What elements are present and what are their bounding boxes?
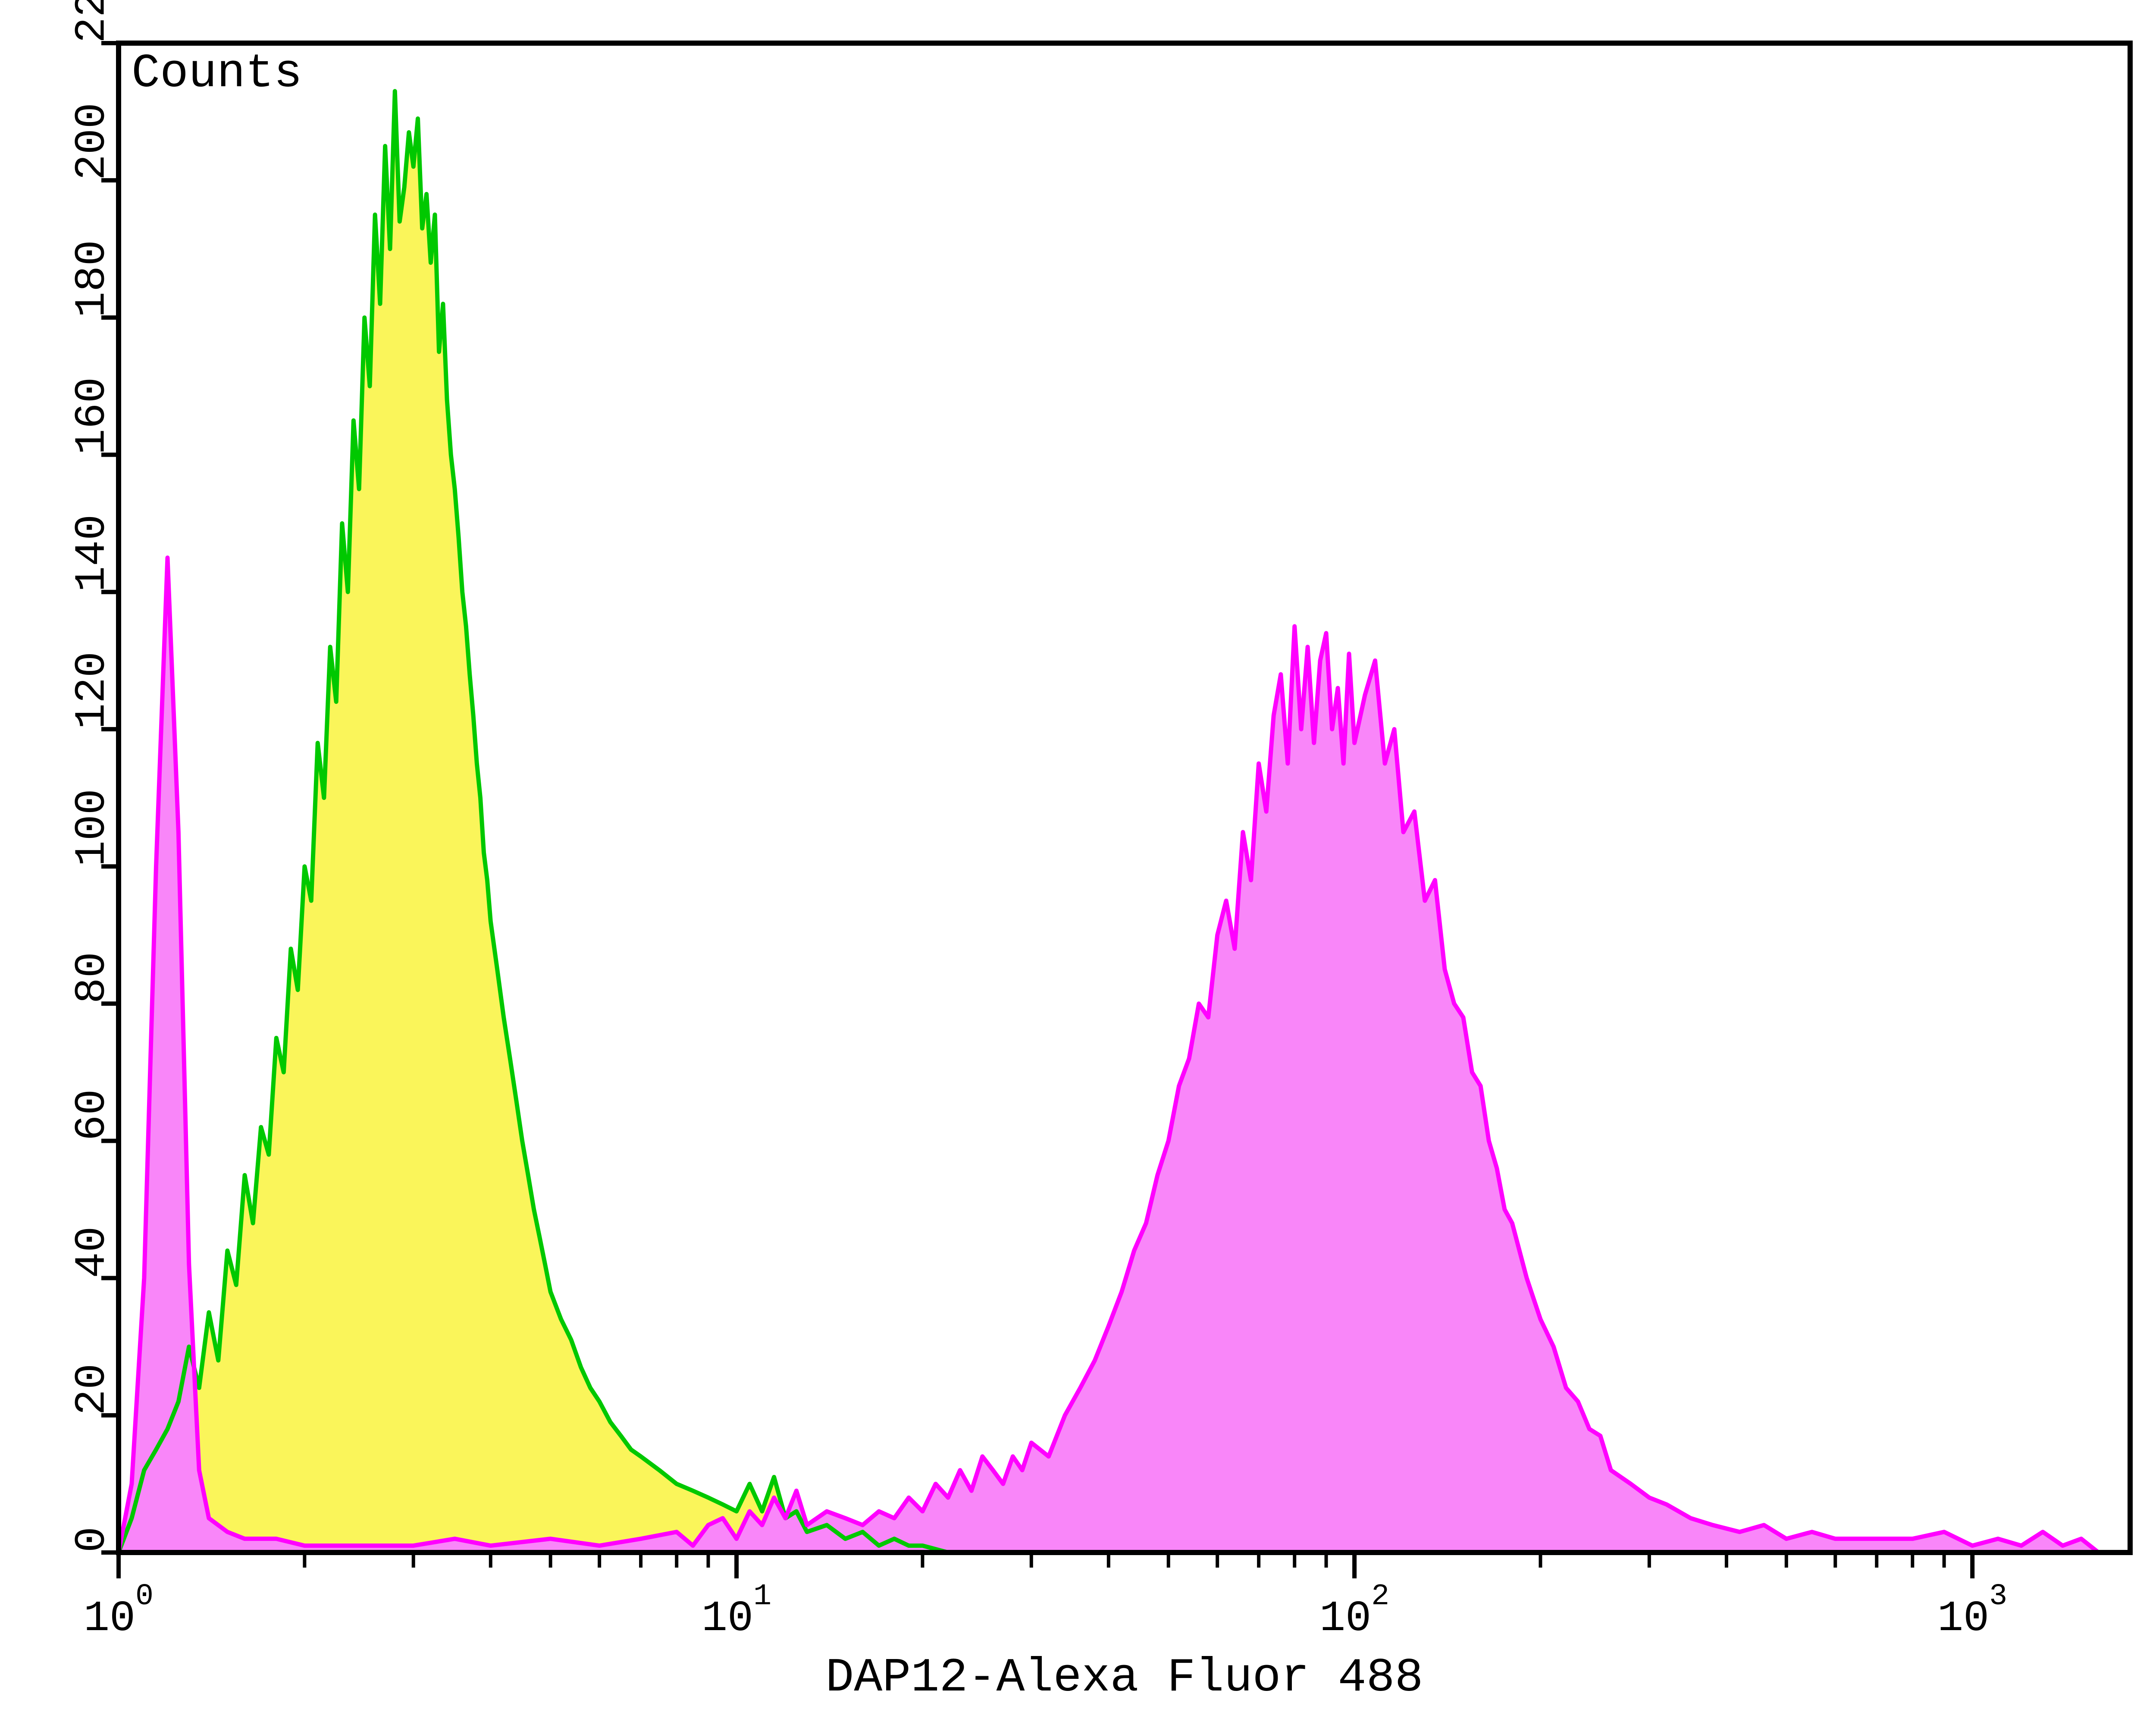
y-tick-label: 220 (69, 0, 117, 43)
y-tick-label: 100 (69, 789, 117, 866)
y-tick-label: 180 (69, 240, 117, 317)
y-tick-label: 160 (69, 377, 117, 455)
y-axis-title: Counts (132, 47, 302, 101)
y-tick-label: 40 (69, 1226, 117, 1278)
y-tick-label: 0 (69, 1527, 117, 1552)
y-tick-label: 200 (69, 103, 117, 180)
y-tick-label: 80 (69, 952, 117, 1004)
y-tick-label: 60 (69, 1089, 117, 1141)
y-tick-label: 140 (69, 514, 117, 592)
y-tick-label: 120 (69, 652, 117, 729)
flow-cytometry-histogram: 020406080100120140160180200220Counts1001… (0, 0, 2156, 1725)
x-axis-title: DAP12-Alexa Fluor 488 (825, 1651, 1423, 1705)
y-tick-label: 20 (69, 1364, 117, 1415)
